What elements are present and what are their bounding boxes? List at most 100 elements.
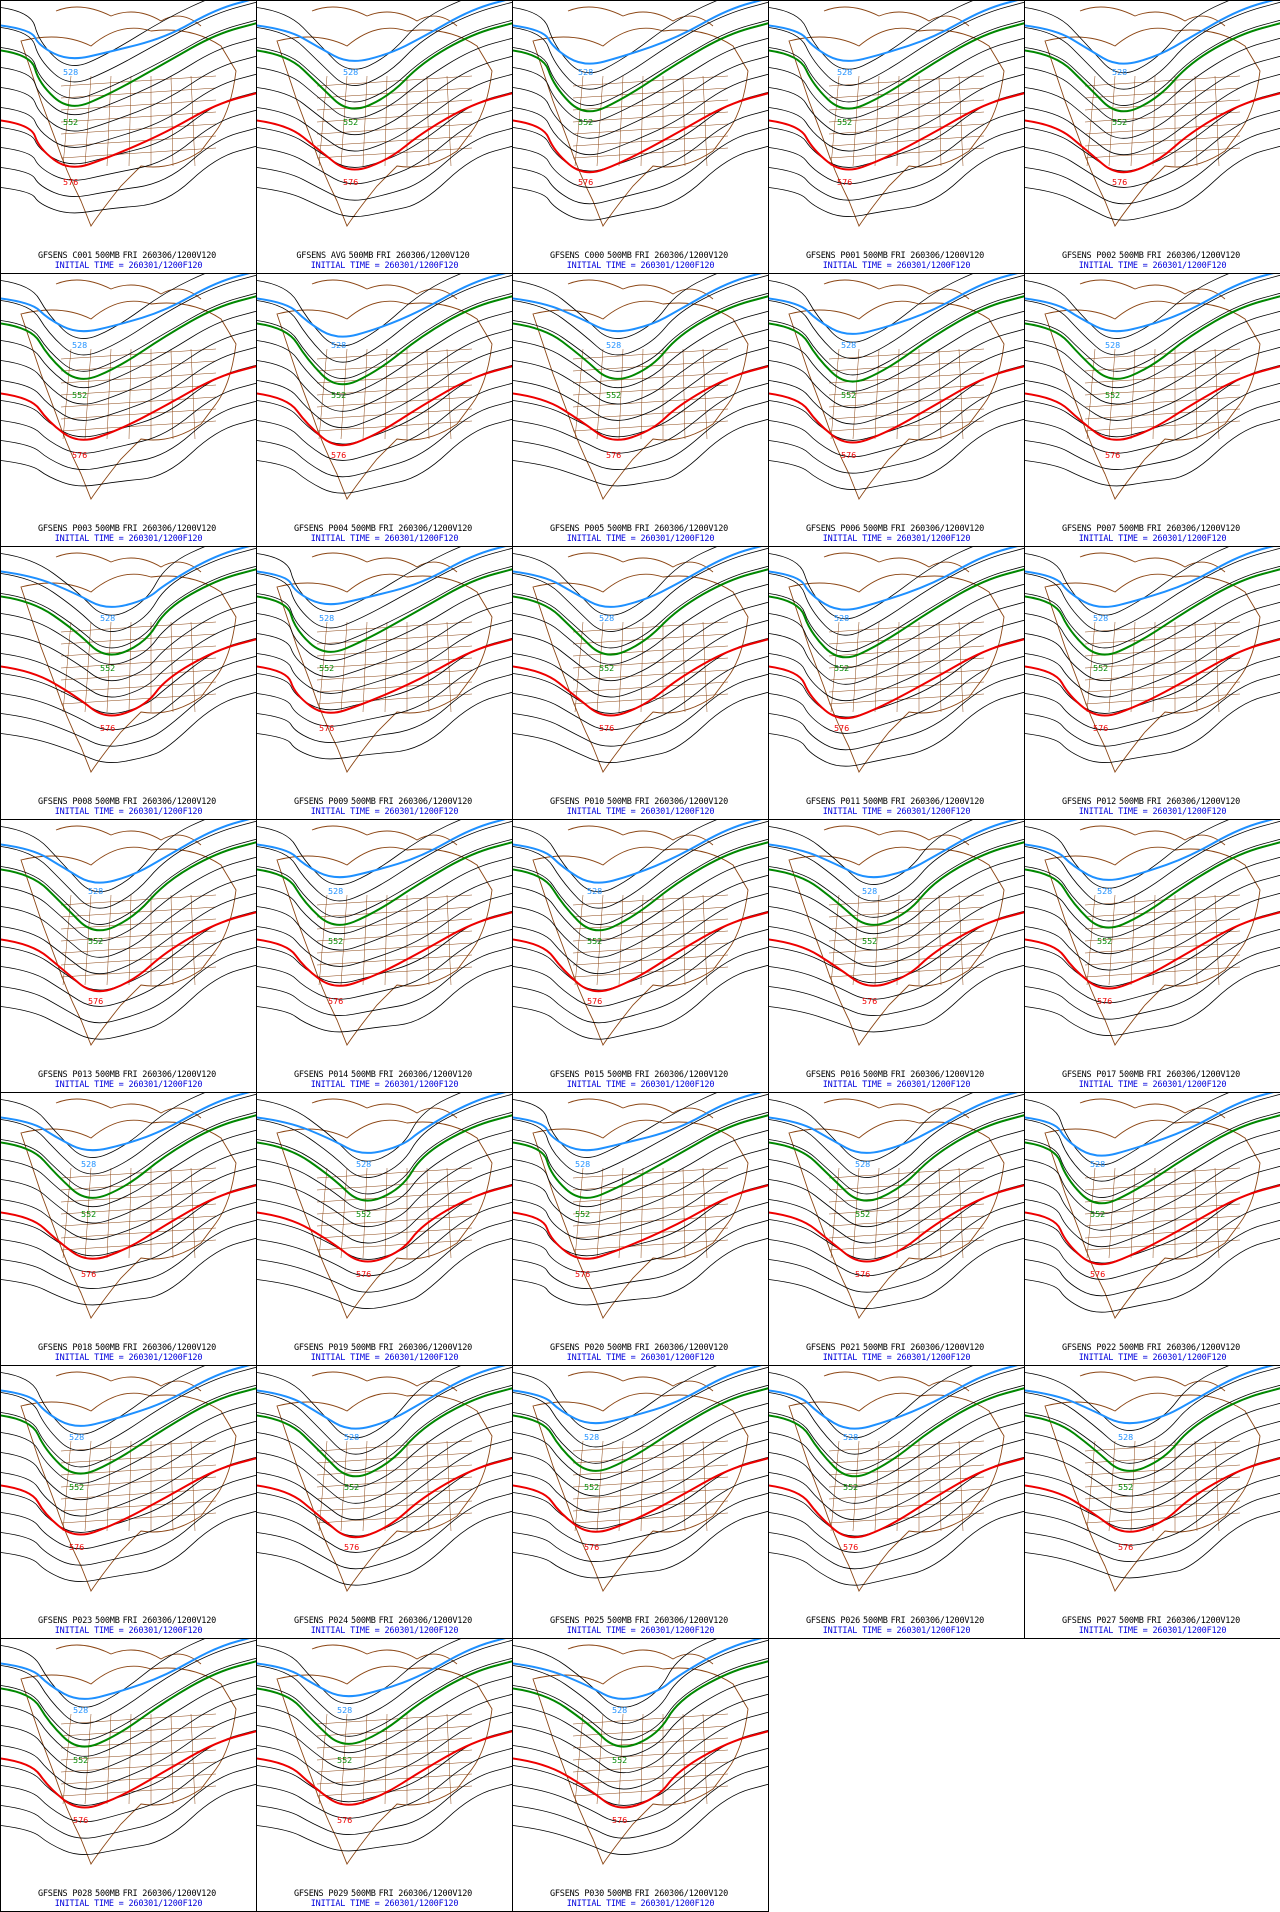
height-contour-line	[1, 1783, 256, 1855]
level-label: 500MB	[863, 1616, 888, 1626]
height-contour-line	[1025, 1438, 1280, 1513]
state-boundary-line	[640, 75, 644, 167]
contour-value-label: 576	[578, 178, 593, 187]
state-boundary-line	[1084, 669, 1241, 681]
height-contour-line	[1025, 1366, 1280, 1448]
height-contour-line	[769, 37, 1024, 119]
state-boundary-line	[828, 954, 985, 966]
height-contour-line	[769, 583, 1024, 669]
height-contour-line	[1, 1402, 256, 1484]
panel-caption-line-1: GFSENS P001 500MB FRI 260306/1200V120	[769, 251, 1024, 261]
state-boundary-line	[1086, 621, 1096, 713]
height-contour-line	[1, 1237, 256, 1306]
height-contour-map: 528 552 576	[1025, 820, 1280, 1046]
height-contour-line	[513, 382, 768, 454]
height-contour-line	[513, 1438, 768, 1513]
panel-caption-line-1: GFSENS P026 500MB FRI 260306/1200V120	[769, 1616, 1024, 1626]
height-contour-line	[257, 637, 512, 711]
member-name: GFSENS P015	[549, 1070, 605, 1080]
blue-contour-line	[1, 547, 250, 608]
state-boundary-line	[828, 135, 985, 147]
member-name: GFSENS P005	[549, 524, 605, 534]
panel-caption-line-2: INITIAL TIME = 260301/1200F120	[822, 1080, 971, 1090]
red-contour-line	[257, 1184, 512, 1263]
state-boundary-line	[682, 621, 686, 713]
blue-contour-line	[1025, 1, 1274, 65]
state-boundary-line	[1084, 1227, 1241, 1239]
state-boundary-line	[828, 147, 985, 159]
height-contour-map: 528 552 576	[513, 274, 768, 500]
height-contour-line	[513, 1420, 768, 1497]
state-boundary-line	[362, 348, 368, 440]
state-boundary-line	[316, 1737, 473, 1749]
height-contour-line	[257, 1474, 512, 1553]
height-contour-map: 528 552 576	[513, 1639, 768, 1865]
ensemble-member-panel: 528 552 576 GFSENS P020 500MB FRI 260306/1200…	[512, 1092, 769, 1366]
height-contour-line	[769, 274, 1024, 359]
contour-value-label: 576	[63, 178, 78, 187]
panel-caption-line-1: GFSENS P008 500MB FRI 260306/1200V120	[1, 797, 256, 807]
continent-outline	[532, 1392, 749, 1592]
panel-caption-line-2: INITIAL TIME = 260301/1200F120	[54, 1899, 203, 1909]
ensemble-member-panel: 528 552 576 GFSENS P012 500MB FRI 260306/1200…	[1024, 546, 1280, 820]
height-contour-line	[769, 1366, 973, 1439]
height-contour-line	[769, 346, 1024, 425]
continent-outline	[1044, 846, 1261, 1046]
height-contour-map: 528 552 576	[1, 1366, 256, 1592]
height-contour-line	[257, 619, 512, 694]
height-contour-line	[257, 1147, 512, 1228]
green-contour-line	[257, 1114, 512, 1202]
state-boundary-line	[1084, 348, 1241, 360]
panel-caption-line-1: GFSENS P025 500MB FRI 260306/1200V120	[513, 1616, 768, 1626]
height-contour-map: 528 552 576	[1025, 1366, 1280, 1592]
state-boundary-line	[1194, 621, 1198, 713]
level-label: 500MB	[1119, 1616, 1144, 1626]
contour-value-label: 576	[100, 724, 115, 733]
contour-value-label: 576	[1093, 724, 1108, 733]
contour-value-label: 552	[1105, 391, 1120, 400]
ensemble-member-panel: 528 552 576 GFSENS P016 500MB FRI 260306/1200…	[768, 819, 1025, 1093]
member-name: GFSENS P020	[549, 1343, 605, 1353]
arctic-coast-outline	[1079, 6, 1226, 27]
height-contour-line	[1025, 1, 1280, 90]
green-contour-line	[1, 1387, 256, 1475]
green-contour-line	[769, 295, 1024, 383]
green-contour-line	[1, 568, 256, 656]
contour-value-label: 552	[575, 1210, 590, 1219]
height-contour-line	[513, 1639, 717, 1708]
state-boundary-line	[60, 693, 217, 705]
state-boundary-line	[316, 111, 473, 123]
height-contour-line	[1025, 400, 1280, 470]
arctic-coast-outline	[1079, 552, 1226, 573]
height-contour-line	[1, 1639, 256, 1724]
arctic-coast-outline	[55, 552, 202, 573]
height-contour-line	[769, 310, 1024, 392]
height-contour-line	[513, 964, 768, 1040]
contour-value-label: 576	[575, 1270, 590, 1279]
height-contour-line	[769, 691, 1024, 767]
green-contour-line	[257, 295, 512, 386]
panel-caption-line-1: GFSENS P016 500MB FRI 260306/1200V120	[769, 1070, 1024, 1080]
panel-caption-line-2: INITIAL TIME = 260301/1200F120	[1078, 261, 1227, 271]
state-boundary-line	[316, 1215, 473, 1227]
height-contour-map: 528 552 576	[769, 1, 1024, 227]
state-boundary-line	[938, 1167, 942, 1259]
state-boundary-line	[1084, 1464, 1241, 1476]
state-boundary-line	[60, 1167, 217, 1179]
state-boundary-line	[618, 894, 624, 986]
state-boundary-line	[574, 894, 584, 986]
contour-value-label: 576	[356, 1270, 371, 1279]
state-boundary-line	[1084, 693, 1241, 705]
ensemble-member-panel: 528 552 576 GFSENS P022 500MB FRI 260306/1200…	[1024, 1092, 1280, 1366]
height-contour-line	[513, 601, 768, 682]
ensemble-member-panel: 528 552 576 GFSENS AVG 500MB FRI 260306/1200V…	[256, 0, 513, 274]
state-boundary-line	[316, 906, 473, 918]
state-boundary-line	[62, 348, 72, 440]
height-contour-line	[1025, 655, 1280, 731]
member-name: GFSENS C001	[37, 251, 93, 261]
state-boundary-line	[1084, 372, 1241, 384]
height-contour-line	[513, 1474, 768, 1546]
level-label: 500MB	[95, 251, 120, 261]
state-boundary-line	[572, 123, 729, 135]
valid-time: FRI 260306/1200V120	[122, 1616, 217, 1626]
